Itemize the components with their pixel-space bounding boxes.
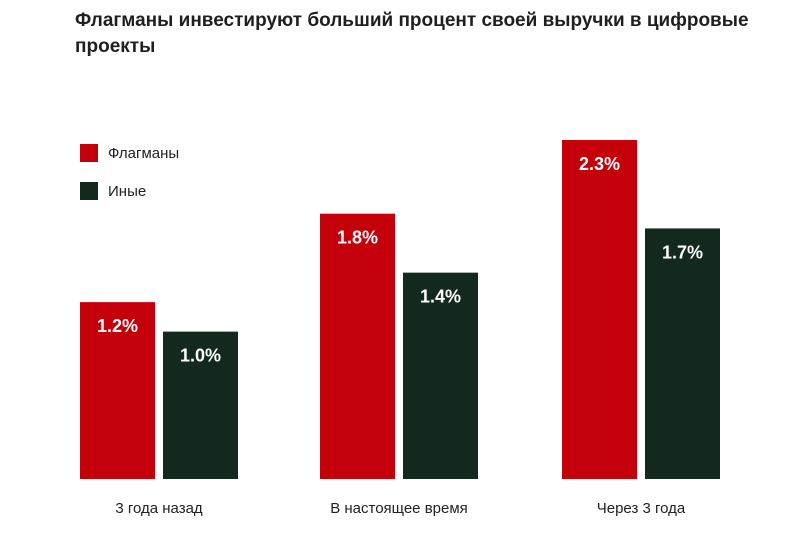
data-label-others-1: 1.4% [420, 287, 461, 307]
data-label-flagships-1: 1.8% [337, 228, 378, 248]
bar-others-2 [645, 228, 720, 479]
category-label-1: В настоящее время [330, 500, 468, 517]
data-label-others-2: 1.7% [662, 242, 703, 262]
bar-others-1 [403, 272, 478, 479]
legend: Флагманы Иные [80, 143, 179, 219]
legend-swatch-others [80, 182, 98, 200]
category-label-0: 3 года назад [115, 500, 203, 517]
chart-title: Флагманы инвестируют больший процент сво… [75, 10, 749, 57]
legend-swatch-flagships [80, 144, 98, 162]
bar-others-0 [163, 331, 238, 479]
legend-item-flagships: Флагманы [80, 143, 179, 163]
bar-flagships-2 [562, 140, 637, 479]
legend-label-others: Иные [108, 182, 147, 200]
data-label-flagships-2: 2.3% [579, 154, 620, 174]
legend-label-flagships: Флагманы [108, 144, 180, 162]
data-label-flagships-0: 1.2% [97, 316, 138, 336]
bar-flagships-1 [320, 213, 395, 479]
legend-item-others: Иные [80, 181, 179, 201]
category-label-2: Через 3 года [597, 500, 686, 517]
bar-flagships-0 [80, 302, 155, 479]
data-label-others-0: 1.0% [180, 346, 221, 366]
